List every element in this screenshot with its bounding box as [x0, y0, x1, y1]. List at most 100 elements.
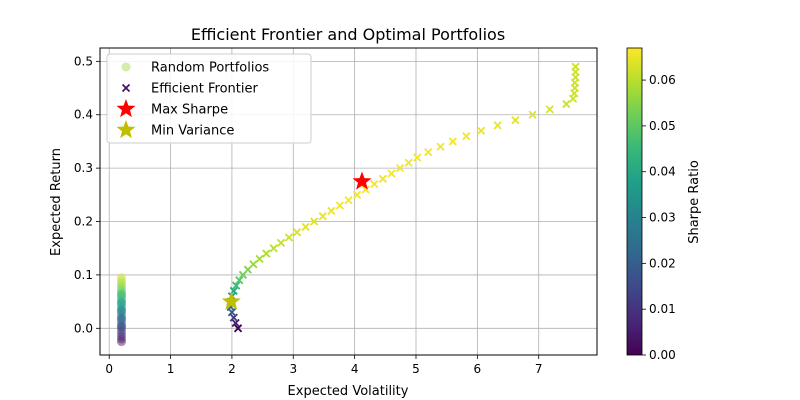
efficient-frontier-point	[462, 131, 471, 141]
random-portfolios-series	[116, 273, 126, 347]
plot-frame	[99, 47, 598, 356]
efficient-frontier-point	[436, 142, 445, 151]
efficient-frontier-point	[344, 196, 353, 205]
x-axis-label: Expected Volatility	[288, 384, 409, 399]
optimal-portfolio-markers	[221, 171, 372, 310]
efficient-frontier-point	[310, 217, 319, 226]
efficient-frontier-point	[562, 99, 571, 109]
y-tick-label: 0.4	[74, 108, 93, 122]
random-portfolio-point	[116, 310, 126, 320]
random-portfolio-point	[116, 273, 126, 283]
random-portfolio-point	[116, 313, 126, 323]
efficient-frontier-series	[226, 62, 580, 333]
legend-marker-star	[116, 99, 136, 118]
random-portfolio-point	[116, 281, 126, 291]
legend-marker-frontier	[121, 83, 131, 93]
colorbar-tick-label: 0.06	[649, 73, 676, 87]
y-tick-label: 0.3	[74, 161, 93, 175]
x-tick-label: 2	[228, 362, 236, 376]
colorbar-tick-label: 0.03	[649, 211, 676, 225]
efficient-frontier-point	[528, 110, 537, 119]
colorbar-tick-label: 0.00	[649, 348, 676, 362]
efficient-frontier-point	[395, 163, 405, 173]
random-portfolio-point	[116, 302, 126, 312]
random-portfolio-point	[116, 307, 126, 317]
random-portfolio-point	[116, 299, 126, 309]
colorbar: 0.00 0.01 0.02 0.03 0.04 0.05 0.06 Sharpe Rati…	[626, 47, 702, 362]
efficient-frontier-point	[387, 169, 396, 178]
min-variance-marker	[221, 291, 241, 310]
random-portfolio-point	[116, 290, 126, 300]
legend-label: Max Sharpe	[151, 103, 228, 118]
colorbar-tick-label: 0.04	[649, 165, 676, 179]
efficient-frontier-point	[352, 190, 362, 199]
efficient-frontier-point	[269, 244, 278, 253]
efficient-frontier-point	[378, 174, 387, 183]
y-tick-label: 0.1	[74, 268, 93, 282]
legend-box	[106, 53, 312, 144]
random-portfolio-point	[116, 291, 126, 301]
efficient-frontier-point	[262, 249, 271, 258]
x-tick-label: 4	[351, 362, 359, 376]
efficient-frontier-point	[255, 254, 264, 264]
efficient-frontier-point	[370, 180, 379, 189]
random-portfolio-point	[116, 286, 126, 296]
random-portfolio-point	[116, 289, 126, 299]
efficient-frontier-point	[511, 115, 520, 125]
y-axis-label: Expected Return	[49, 148, 64, 256]
legend-marker-random	[121, 62, 131, 72]
efficient-frontier-point	[571, 62, 580, 71]
efficient-frontier-point	[413, 153, 422, 162]
x-axis-ticks: 0 1 2 3 4 5 6 7	[105, 355, 543, 376]
x-tick-label: 5	[412, 362, 420, 376]
y-tick-label: 0.0	[74, 321, 93, 335]
efficient-frontier-point	[292, 228, 302, 237]
random-portfolio-point	[116, 294, 126, 304]
y-axis-ticks: 0.0 0.1 0.2 0.3 0.4 0.5	[74, 54, 100, 335]
efficient-frontier-point	[276, 238, 286, 248]
y-tick-label: 0.2	[74, 215, 93, 229]
efficient-frontier-point	[335, 201, 345, 210]
max-sharpe-marker	[352, 171, 372, 190]
legend-label: Efficient Frontier	[151, 82, 258, 97]
random-portfolio-point	[116, 283, 126, 293]
efficient-frontier-point	[301, 222, 310, 231]
chart-title: Efficient Frontier and Optimal Portfolio…	[191, 25, 505, 44]
random-portfolio-point	[116, 329, 126, 339]
efficient-frontier-point	[284, 233, 294, 242]
random-portfolio-point	[116, 331, 126, 341]
colorbar-tick-label: 0.02	[649, 256, 676, 270]
efficient-frontier-point	[232, 281, 241, 290]
x-tick-label: 6	[474, 362, 482, 376]
random-portfolio-point	[116, 318, 126, 328]
random-portfolio-point	[116, 326, 126, 336]
random-portfolio-point	[116, 298, 126, 308]
colorbar-tick-label: 0.05	[649, 119, 676, 133]
efficient-frontier-point	[235, 276, 244, 285]
efficient-frontier-point	[231, 318, 240, 328]
efficient-frontier-point	[233, 324, 243, 333]
colorbar-gradient	[626, 47, 643, 356]
efficient-frontier-point	[545, 105, 554, 114]
efficient-frontier-point	[424, 147, 433, 157]
random-portfolio-point	[116, 321, 126, 331]
x-tick-label: 0	[105, 362, 113, 376]
efficient-frontier-point	[448, 137, 457, 146]
random-portfolio-point	[116, 278, 126, 288]
random-portfolio-point	[116, 337, 126, 347]
efficient-frontier-point	[318, 212, 327, 221]
colorbar-label: Sharpe Ratio	[687, 160, 702, 244]
random-portfolio-point	[116, 315, 126, 325]
random-portfolio-point	[116, 306, 126, 316]
random-portfolio-point	[116, 323, 126, 333]
efficient-frontier-point	[361, 185, 370, 194]
legend: Random Portfolios Efficient Frontier Max S…	[106, 53, 312, 144]
legend-label: Min Variance	[151, 124, 234, 139]
x-tick-label: 3	[289, 362, 297, 376]
random-portfolio-point	[116, 322, 126, 332]
efficient-frontier-point	[493, 121, 502, 130]
x-tick-label: 1	[167, 362, 175, 376]
colorbar-tick-label: 0.01	[649, 302, 676, 316]
y-tick-label: 0.5	[74, 54, 93, 68]
